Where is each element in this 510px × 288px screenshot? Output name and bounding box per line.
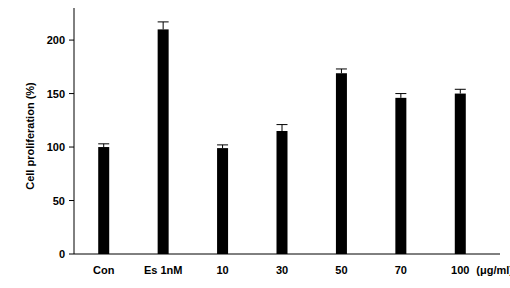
y-tick [69,147,74,148]
chart-container: 0 50 100 150 200 Con Es 1nM 10 30 50 70 100 (μg/ml) C… [0,0,510,288]
x-tick-label: 50 [335,264,347,276]
y-tick-label: 100 [47,141,65,153]
x-tick-label: Es 1nM [144,264,183,276]
error-cap [158,21,169,22]
x-tick-label: 30 [276,264,288,276]
y-tick [69,200,74,201]
bar [158,29,169,254]
x-tick-label: Con [93,264,115,276]
error-bar [282,125,283,131]
bar [217,148,228,254]
error-bar [400,94,401,98]
x-tick-label: 100 [451,264,469,276]
x-axis-label: (μg/ml) [476,264,510,276]
error-bar [460,89,461,93]
y-tick [69,93,74,94]
x-axis [74,254,500,255]
y-axis [74,8,75,254]
chart-svg: 0 50 100 150 200 Con Es 1nM 10 30 50 70 100 (μg/ml) C… [0,0,510,288]
bars [98,22,466,254]
y-tick-label: 0 [59,248,65,260]
bar [395,98,406,254]
error-cap [395,93,406,94]
bar [98,147,109,254]
bar [455,94,466,254]
x-tick-label: 10 [216,264,228,276]
error-cap [277,124,288,125]
error-cap [98,143,109,144]
y-tick [69,40,74,41]
error-cap [455,89,466,90]
y-tick [69,254,74,255]
bar [277,131,288,254]
y-tick-label: 50 [53,195,65,207]
error-bar [341,69,342,73]
x-tick-label: 70 [395,264,407,276]
y-tick-label: 150 [47,88,65,100]
error-bar [163,22,164,29]
bar [336,73,347,254]
error-cap [336,68,347,69]
y-tick-label: 200 [47,34,65,46]
y-axis-label: Cell proliferation (%) [24,82,36,190]
error-cap [217,144,228,145]
